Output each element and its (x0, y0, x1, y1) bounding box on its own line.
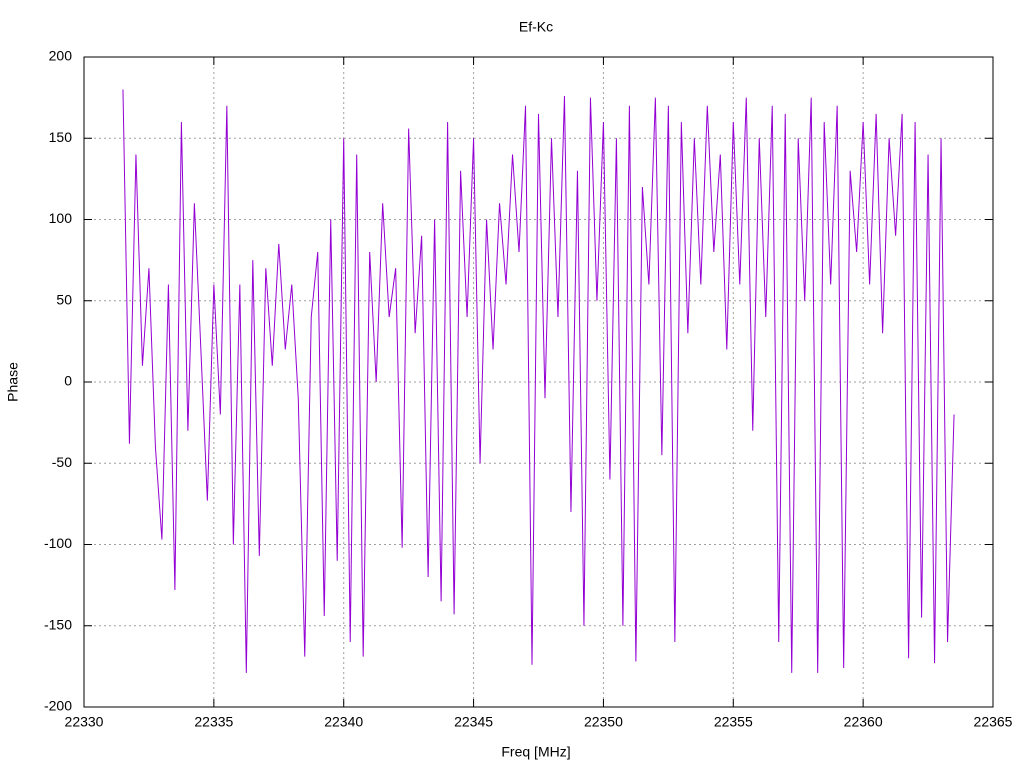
x-tick-label: 22350 (584, 714, 623, 730)
x-tick-label: 22330 (65, 714, 104, 730)
x-tick-label: 22345 (454, 714, 493, 730)
y-tick-label: 200 (49, 48, 73, 64)
y-tick-label: -100 (44, 535, 72, 551)
y-tick-label: -200 (44, 698, 72, 714)
x-tick-label: 22360 (844, 714, 883, 730)
y-tick-label: 150 (49, 129, 73, 145)
y-tick-label: -50 (52, 454, 72, 470)
y-tick-label: 100 (49, 210, 73, 226)
y-tick-label: 0 (64, 373, 72, 389)
chart-title: Ef-Kc (519, 19, 553, 35)
y-tick-label: 50 (56, 291, 72, 307)
x-axis-label: Freq [MHz] (501, 744, 570, 760)
data-line (122, 89, 955, 673)
x-tick-label: 22365 (974, 714, 1013, 730)
plot-border (83, 56, 994, 708)
x-tick-label: 22340 (324, 714, 363, 730)
x-tick-label: 22335 (194, 714, 233, 730)
x-tick-label: 22355 (714, 714, 753, 730)
y-axis-label: Phase (5, 362, 21, 402)
y-tick-label: -150 (44, 616, 72, 632)
